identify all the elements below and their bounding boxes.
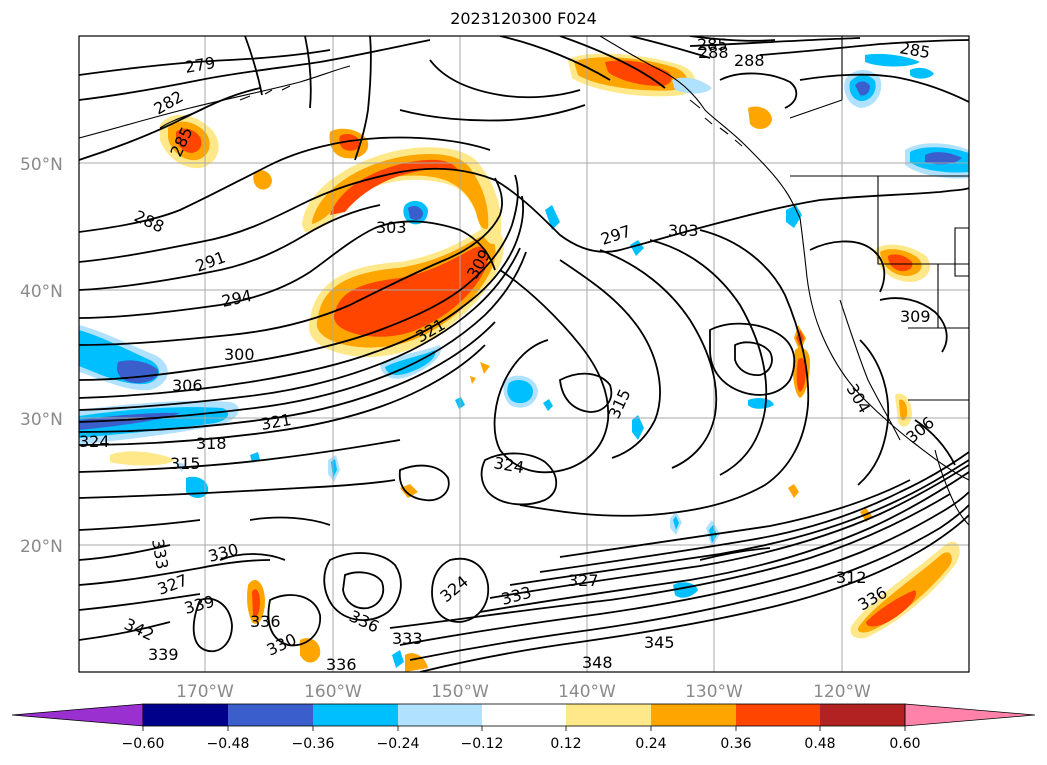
lon-label-140w: 140°W: [558, 682, 616, 702]
colorbar: −0.60 −0.48 −0.36 −0.24 −0.12 0.12 0.24 …: [11, 703, 1036, 752]
contour-label: 300: [224, 345, 255, 364]
colorbar-tick: −0.60: [122, 736, 165, 752]
lat-label-50n: 50°N: [20, 155, 63, 175]
contour-label: 324: [79, 432, 110, 451]
contour-label: 309: [900, 307, 931, 326]
contour-label: 285: [697, 35, 728, 54]
lat-label-40n: 40°N: [20, 282, 63, 302]
lat-label-30n: 30°N: [20, 410, 63, 430]
contour-label: 333: [392, 629, 423, 648]
colorbar-cell: [228, 704, 313, 726]
lon-label-160w: 160°W: [304, 682, 362, 702]
lon-label-170w: 170°W: [176, 682, 234, 702]
map-title: 2023120300 F024: [450, 9, 597, 28]
colorbar-tick: −0.12: [461, 736, 504, 752]
lat-label-20n: 20°N: [20, 537, 63, 557]
contour-label: 303: [376, 218, 407, 237]
contour-label: 315: [170, 454, 201, 473]
colorbar-tick: −0.24: [377, 736, 420, 752]
colorbar-cell: [398, 704, 482, 726]
colorbar-cell: [651, 704, 736, 726]
lon-label-150w: 150°W: [431, 682, 489, 702]
contour-label: 288: [734, 51, 765, 70]
colorbar-cell: [482, 704, 566, 726]
contour-lines: [79, 36, 969, 672]
map-border: [78, 35, 970, 673]
contour-label: 345: [644, 633, 675, 652]
contour-label: 339: [148, 645, 179, 664]
coastlines: [79, 36, 969, 526]
colorbar-tick: 0.36: [720, 736, 751, 752]
colorbar-cell: [566, 704, 651, 726]
colorbar-extend-low: [11, 703, 144, 727]
colorbar-tick: 0.48: [804, 736, 835, 752]
contour-label: 336: [250, 612, 281, 631]
colorbar-cell: [143, 704, 228, 726]
colorbar-tick: −0.36: [292, 736, 335, 752]
contour-label: 348: [582, 653, 613, 672]
colorbar-tick: 0.24: [635, 736, 666, 752]
colorbar-extend-high: [904, 703, 1036, 727]
contour-label: 288: [698, 43, 729, 62]
contour-label: 327: [568, 571, 599, 590]
colorbar-cell: [313, 704, 398, 726]
colorbar-cell: [736, 704, 820, 726]
colorbar-tick: 0.60: [889, 736, 920, 752]
colorbar-tick: −0.48: [207, 736, 250, 752]
shaded-field: [79, 53, 969, 672]
contour-label: 336: [326, 655, 357, 674]
colorbar-cell: [820, 704, 905, 726]
lon-label-120w: 120°W: [813, 682, 871, 702]
contour-label: 318: [196, 434, 227, 453]
lon-label-130w: 130°W: [685, 682, 743, 702]
contour-label: 306: [172, 376, 203, 395]
contour-label: 312: [836, 568, 867, 587]
contour-label: 303: [668, 221, 699, 240]
colorbar-tick: 0.12: [550, 736, 581, 752]
